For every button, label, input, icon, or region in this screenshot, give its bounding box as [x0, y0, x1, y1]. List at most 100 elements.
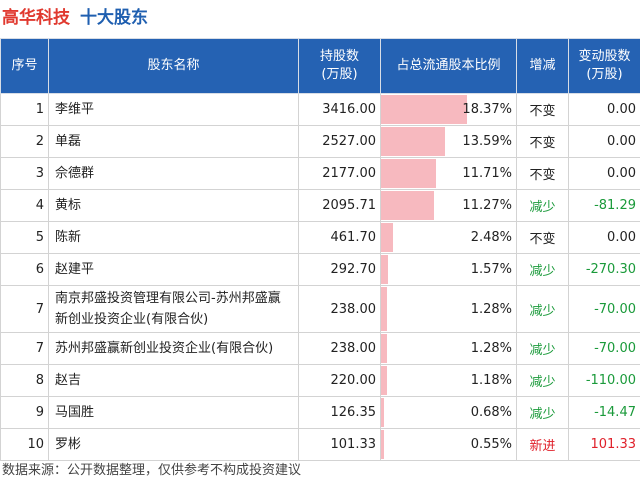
holder-name: 赵吉 [48, 364, 299, 397]
ratio-label: 1.28% [470, 301, 512, 317]
ratio-cell: 0.55% [380, 428, 517, 461]
change: 不变 [516, 221, 569, 254]
delta: -70.00 [568, 285, 640, 333]
ratio-cell: 1.57% [380, 253, 517, 286]
delta: -110.00 [568, 364, 640, 397]
holder-name: 马国胜 [48, 396, 299, 429]
name-text: 佘德群 [55, 166, 95, 181]
ratio-bar [381, 95, 467, 124]
table-row: 5 陈新 461.70 2.48% 不变 0.00 [0, 221, 640, 254]
shares: 238.00 [298, 332, 381, 365]
name-text: 黄标 [55, 198, 82, 213]
name-text: 赵建平 [55, 262, 95, 277]
ratio-label: 13.59% [462, 134, 512, 149]
header-row: 序号 股东名称 持股数 (万股) 占总流通股本比例 增减 变动股数 (万股) [0, 38, 640, 94]
table-row: 10 罗彬 101.33 0.55% 新进 101.33 [0, 428, 640, 461]
name-text: 马国胜 [55, 405, 95, 420]
holder-name: 陈新 [48, 221, 299, 254]
header-cell: 增减 [516, 38, 569, 94]
change: 减少 [516, 364, 569, 397]
header-text: 股东名称 [147, 58, 200, 73]
ratio-label: 1.57% [470, 262, 512, 277]
shares: 2095.71 [298, 189, 381, 222]
change: 新进 [516, 428, 569, 461]
rank: 2 [0, 125, 49, 158]
rank: 7 [0, 332, 49, 365]
ratio-bar [381, 159, 436, 188]
ratio-cell: 18.37% [380, 93, 517, 126]
holder-name: 赵建平 [48, 253, 299, 286]
ratio-label: 0.68% [470, 405, 512, 420]
shares: 3416.00 [298, 93, 381, 126]
header-text: 占总流通股本比例 [396, 58, 501, 73]
change: 减少 [516, 189, 569, 222]
delta: -14.47 [568, 396, 640, 429]
shares: 2527.00 [298, 125, 381, 158]
company: 高华科技 [2, 8, 70, 28]
rank: 4 [0, 189, 49, 222]
change: 减少 [516, 332, 569, 365]
delta: -81.29 [568, 189, 640, 222]
rank: 7 [0, 285, 49, 333]
ratio-label: 1.18% [470, 373, 512, 388]
footer: 数据来源：公开数据整理，仅供参考不构成投资建议 [2, 463, 302, 478]
name-text: 单磊 [55, 134, 82, 149]
header-text: 序号 [11, 58, 38, 73]
shares: 461.70 [298, 221, 381, 254]
ratio-cell: 1.18% [380, 364, 517, 397]
shares: 220.00 [298, 364, 381, 397]
ratio-bar [381, 223, 393, 252]
delta: 0.00 [568, 125, 640, 158]
table-row: 2 单磊 2527.00 13.59% 不变 0.00 [0, 125, 640, 158]
change: 不变 [516, 125, 569, 158]
table-row: 9 马国胜 126.35 0.68% 减少 -14.47 [0, 396, 640, 429]
holders-table: 序号 股东名称 持股数 (万股) 占总流通股本比例 增减 变动股数 (万股) 1 李维平 3416… [0, 38, 640, 461]
header-cell: 序号 [0, 38, 49, 94]
name-text: 李维平 [55, 102, 95, 117]
table-body: 1 李维平 3416.00 18.37% 不变 0.00 2 单磊 2527.00 13.59% 不… [0, 93, 640, 461]
holder-name: 黄标 [48, 189, 299, 222]
header-cell: 股东名称 [48, 38, 299, 94]
name-text: 陈新 [55, 230, 82, 245]
ratio-cell: 1.28% [380, 285, 517, 333]
shares: 126.35 [298, 396, 381, 429]
change: 减少 [516, 285, 569, 333]
delta: 101.33 [568, 428, 640, 461]
ratio-bar [381, 366, 387, 395]
header-text: 持股数 [319, 49, 359, 64]
ratio-bar [381, 191, 434, 220]
ratio-bar [381, 334, 387, 363]
change: 减少 [516, 396, 569, 429]
delta: -70.00 [568, 332, 640, 365]
ratio-label: 11.71% [462, 166, 512, 181]
rank: 10 [0, 428, 49, 461]
table-row: 1 李维平 3416.00 18.37% 不变 0.00 [0, 93, 640, 126]
ratio-bar [381, 398, 385, 427]
ratio-label: 1.28% [470, 341, 512, 356]
shares: 238.00 [298, 285, 381, 333]
ratio-cell: 11.71% [380, 157, 517, 190]
delta: 0.00 [568, 221, 640, 254]
title: 高华科技 十大股东 [2, 3, 148, 28]
ratio-cell: 11.27% [380, 189, 517, 222]
ratio-label: 18.37% [462, 102, 512, 117]
shares: 2177.00 [298, 157, 381, 190]
ratio-cell: 0.68% [380, 396, 517, 429]
ratio-bar [381, 127, 445, 156]
header-cell: 占总流通股本比例 [380, 38, 517, 94]
delta: -270.30 [568, 253, 640, 286]
rank: 5 [0, 221, 49, 254]
name-text: 南京邦盛投资管理有限公司-苏州邦盛赢新创业投资企业(有限合伙) [55, 291, 281, 327]
ratio-cell: 1.28% [380, 332, 517, 365]
holder-name: 佘德群 [48, 157, 299, 190]
shares: 101.33 [298, 428, 381, 461]
rank: 1 [0, 93, 49, 126]
header-cell: 持股数 (万股) [298, 38, 381, 94]
header-text: (万股) [321, 67, 358, 82]
rank: 6 [0, 253, 49, 286]
name-text: 罗彬 [55, 437, 82, 452]
ratio-cell: 2.48% [380, 221, 517, 254]
rank: 8 [0, 364, 49, 397]
holder-name: 罗彬 [48, 428, 299, 461]
